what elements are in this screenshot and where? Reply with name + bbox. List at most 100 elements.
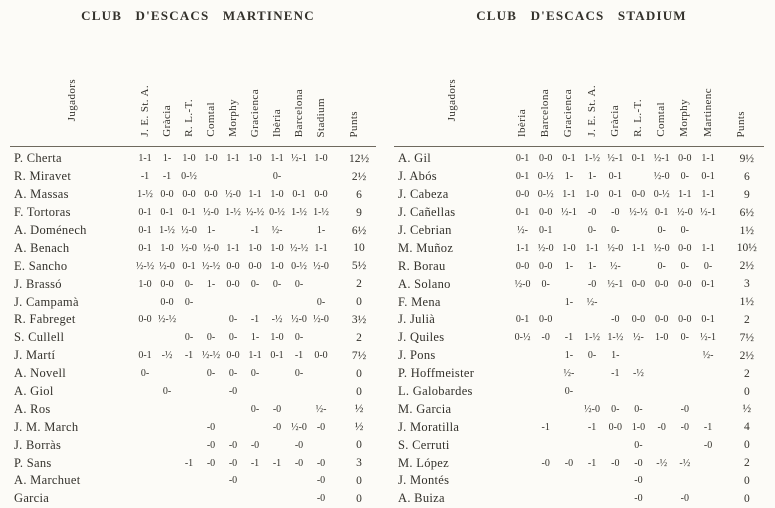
result-cell: 0- — [680, 225, 690, 236]
punts-value: 6½ — [739, 206, 754, 219]
player-name: A. Marchuet — [14, 473, 81, 488]
result-cell — [534, 490, 557, 508]
result-cell: 0-½ — [537, 189, 554, 201]
result-cell: ½-½ — [201, 260, 221, 272]
result-cell — [134, 490, 156, 508]
result-cell: ½-0 — [607, 242, 624, 254]
result-cell — [156, 418, 178, 436]
result-cell: -0 — [564, 457, 574, 469]
punts-value: 10½ — [736, 242, 757, 255]
result-cell: 0-1 — [654, 207, 669, 219]
result-cell: -½ — [161, 350, 173, 362]
result-cell — [673, 365, 696, 383]
result-cell: 1-½ — [291, 207, 307, 219]
result-cell: 1-0 — [314, 153, 328, 165]
punts-value: 2½ — [739, 260, 754, 273]
result-cell: 0-1 — [182, 207, 196, 219]
result-cell — [288, 168, 310, 186]
result-cell: 0-1 — [608, 171, 622, 183]
result-cell: 1-0 — [654, 332, 669, 344]
punts-value: 4 — [743, 421, 750, 434]
opponent-column-header: R. L.-T. — [626, 24, 651, 147]
result-cell: 0-0 — [539, 207, 553, 219]
player-name: J. Cañellas — [398, 205, 456, 220]
result-cell — [511, 293, 534, 311]
result-cell: -0 — [680, 493, 690, 505]
player-row: M. Garcia ½-0 0- 0- -0 ½ — [394, 400, 764, 418]
punts-value: 2 — [356, 331, 362, 344]
result-cell: ½-0 — [313, 260, 329, 272]
result-cell: ½-1 — [700, 207, 716, 219]
player-row: J. M. March -0 -0 ½-0 -0 ½ — [10, 418, 376, 436]
result-cell: -0 — [634, 457, 643, 469]
result-cell — [534, 400, 557, 418]
player-name: R. Miravet — [14, 169, 72, 184]
result-cell: -0 — [587, 207, 597, 219]
result-cell — [557, 311, 580, 329]
result-cell: 0-0 — [226, 260, 240, 272]
result-cell: -0 — [611, 457, 620, 469]
result-cell: ½-0 — [653, 242, 670, 254]
result-cell: 1- — [250, 332, 260, 344]
result-cell: -1 — [541, 421, 550, 433]
result-cell — [200, 490, 222, 508]
result-cell — [511, 365, 534, 383]
result-cell: 0-1 — [701, 171, 715, 183]
player-name: Garcia — [14, 491, 50, 506]
result-cell — [696, 365, 719, 383]
result-cell — [650, 383, 673, 401]
result-cell — [604, 436, 627, 454]
result-cell: 0-0 — [654, 314, 669, 326]
result-cell — [266, 383, 288, 401]
result-cell: -0 — [272, 403, 282, 415]
result-cell — [200, 168, 222, 186]
result-cell — [156, 329, 178, 347]
player-row: J. Montés -0 0 — [394, 472, 764, 490]
result-cell: 0-0 — [539, 260, 553, 272]
player-name: P. Hoffmeister — [398, 366, 475, 381]
result-cell: 0- — [703, 260, 713, 272]
result-cell: 1-1 — [138, 153, 152, 165]
result-cell: ½- — [563, 368, 575, 380]
result-cell: -1 — [587, 457, 597, 469]
result-cell — [650, 293, 673, 311]
result-cell — [266, 472, 288, 490]
result-cell — [534, 365, 557, 383]
result-cell: -1 — [250, 314, 260, 326]
punts-value: 3 — [743, 278, 750, 291]
player-name: A. Doménech — [14, 223, 87, 237]
player-row: R. Fabreget 0-0 ½-½ 0- -1 -½ ½-0 ½-0 3½ — [10, 311, 376, 329]
result-cell — [288, 472, 310, 490]
result-cell — [200, 400, 222, 418]
player-row: M. López -0 -0 -1 -0 -0 -½ -½ 2 — [394, 454, 764, 472]
punts-value: 7½ — [739, 331, 754, 344]
player-name: J. Cabeza — [398, 187, 449, 202]
result-cell — [696, 472, 719, 490]
result-cell: 0- — [184, 278, 194, 290]
result-cell: 0-1 — [138, 350, 152, 362]
result-cell — [244, 293, 266, 311]
result-cell: -0 — [272, 421, 282, 433]
result-cell — [627, 222, 650, 240]
result-cell — [178, 365, 200, 383]
result-cell: ½-0 — [225, 189, 241, 201]
punts-value: 0 — [743, 474, 750, 487]
result-cell: ½- — [517, 225, 528, 236]
punts-value: ½ — [354, 403, 364, 416]
result-cell: -½ — [633, 368, 644, 380]
result-cell: 0- — [228, 314, 238, 326]
player-row: J. Abós 0-1 0-½ 1- 1- 0-1 ½-0 0- 0-1 6 — [394, 168, 764, 186]
player-row: A. Solano ½-0 0- -0 ½-1 0-0 0-0 0-0 0-1 3 — [394, 275, 764, 293]
punts-value: 0 — [356, 474, 362, 487]
result-cell: 1-1 — [270, 153, 284, 165]
result-cell: 0- — [634, 439, 643, 451]
result-cell: 0- — [184, 296, 194, 308]
result-cell: 1-½ — [584, 153, 601, 165]
player-name: J. Julià — [398, 312, 436, 327]
result-cell: -1 — [587, 421, 597, 433]
player-name: J. Brassó — [14, 276, 62, 291]
player-row: P. Sans -1 -0 -0 -1 -1 -0 -0 3 — [10, 454, 376, 472]
result-cell — [266, 365, 288, 383]
result-cell — [696, 293, 719, 311]
result-cell: ½-1 — [607, 153, 624, 165]
